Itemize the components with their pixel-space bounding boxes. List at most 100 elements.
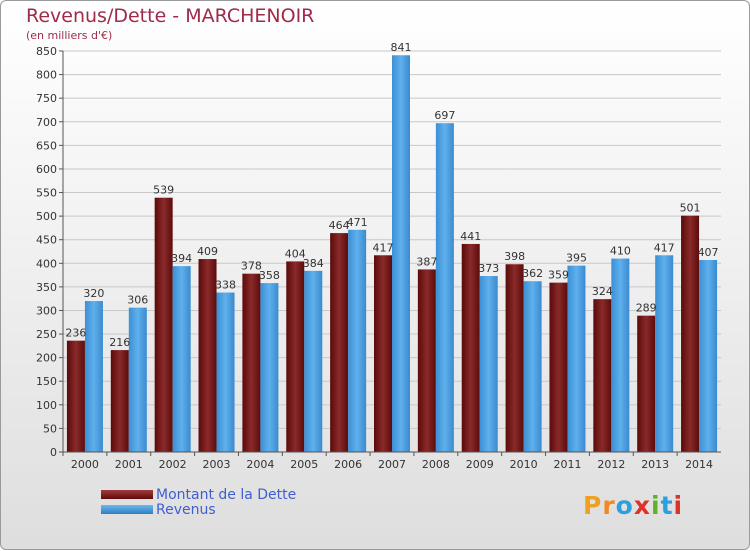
y-tick-label: 850 xyxy=(36,45,57,58)
data-label-revenus: 410 xyxy=(610,245,631,258)
logo-letter: x xyxy=(633,491,651,520)
y-tick-label: 150 xyxy=(36,375,57,388)
data-label-dette: 464 xyxy=(329,219,350,232)
x-tick-label: 2001 xyxy=(115,458,143,471)
bar-dette xyxy=(505,264,524,452)
bar-dette xyxy=(637,315,656,452)
chart-subtitle: (en milliers d'€) xyxy=(26,29,113,42)
x-tick-label: 2010 xyxy=(510,458,538,471)
data-label-dette: 324 xyxy=(592,285,613,298)
y-tick-label: 50 xyxy=(43,422,57,435)
bar-revenus xyxy=(611,258,630,452)
bar-revenus xyxy=(479,276,498,452)
bar-layer xyxy=(66,55,718,453)
bar-dette xyxy=(461,243,480,452)
y-tick-label: 750 xyxy=(36,92,57,105)
bar-revenus xyxy=(84,301,103,452)
y-tick-label: 200 xyxy=(36,352,57,365)
y-tick-label: 100 xyxy=(36,399,57,412)
bar-revenus xyxy=(523,281,542,452)
data-label-revenus: 306 xyxy=(127,294,148,307)
x-tick-label: 2014 xyxy=(685,458,713,471)
bar-dette xyxy=(286,261,305,452)
bar-revenus xyxy=(304,270,323,452)
data-label-dette: 359 xyxy=(548,269,569,282)
data-label-dette: 216 xyxy=(109,336,130,349)
legend-label-dette: Montant de la Dette xyxy=(156,487,297,503)
x-tick-label: 2008 xyxy=(422,458,450,471)
data-label-revenus: 338 xyxy=(215,279,236,292)
data-label-dette: 539 xyxy=(153,184,174,197)
y-tick-label: 400 xyxy=(36,257,57,270)
data-label-dette: 409 xyxy=(197,245,218,258)
bar-dette xyxy=(417,269,436,452)
data-label-revenus: 384 xyxy=(303,257,324,270)
bar-revenus xyxy=(216,292,235,452)
bar-revenus xyxy=(655,255,674,452)
data-label-revenus: 362 xyxy=(522,267,543,280)
logo-letter: o xyxy=(615,491,634,520)
data-label-revenus: 417 xyxy=(654,241,675,254)
axis-layer: 0 50 100 150 200 250 300 350 400 450 500 550 600 650 7… xyxy=(36,41,721,471)
x-tick-label: 2006 xyxy=(334,458,362,471)
bar-revenus xyxy=(567,265,586,452)
y-tick-label: 450 xyxy=(36,234,57,247)
x-tick-label: 2003 xyxy=(203,458,231,471)
bar-dette xyxy=(198,259,217,452)
logo-letter: P xyxy=(583,491,603,520)
x-tick-label: 2012 xyxy=(597,458,625,471)
data-label-dette: 501 xyxy=(680,202,701,215)
data-label-dette: 387 xyxy=(416,255,437,268)
bar-dette xyxy=(66,340,85,452)
logo-letter: i xyxy=(651,491,661,520)
y-tick-label: 600 xyxy=(36,163,57,176)
x-tick-label: 2009 xyxy=(466,458,494,471)
bar-revenus xyxy=(435,123,454,453)
bar-dette xyxy=(374,255,392,452)
bar-revenus xyxy=(699,259,718,452)
x-tick-label: 2007 xyxy=(378,458,406,471)
bar-dette xyxy=(330,233,349,452)
y-tick-label: 700 xyxy=(36,116,57,129)
bar-dette xyxy=(110,350,129,452)
legend-swatch-dette xyxy=(101,490,153,499)
data-label-dette: 404 xyxy=(285,247,306,260)
logo-letter: i xyxy=(673,491,684,520)
y-tick-label: 350 xyxy=(36,281,57,294)
bar-dette xyxy=(242,273,261,452)
data-label-revenus: 841 xyxy=(391,41,412,54)
logo-letter: t xyxy=(660,491,674,520)
x-tick-label: 2005 xyxy=(290,458,318,471)
y-tick-label: 800 xyxy=(36,69,57,82)
y-tick-label: 300 xyxy=(36,304,57,317)
data-label-dette: 289 xyxy=(636,302,657,315)
data-label-revenus: 697 xyxy=(434,109,455,122)
bar-revenus xyxy=(348,229,367,452)
logo-letter: r xyxy=(602,491,616,520)
bar-dette xyxy=(681,215,700,452)
data-label-dette: 417 xyxy=(373,241,394,254)
y-tick-label: 550 xyxy=(36,187,57,200)
data-label-revenus: 394 xyxy=(171,252,192,265)
data-label-revenus: 471 xyxy=(347,216,368,229)
bar-dette xyxy=(154,197,173,452)
x-tick-label: 2013 xyxy=(641,458,669,471)
chart-title: Revenus/Dette - MARCHENOIR xyxy=(26,5,315,27)
y-tick-label: 0 xyxy=(50,446,57,459)
bar-revenus xyxy=(260,283,279,452)
legend-label-revenus: Revenus xyxy=(156,502,216,518)
data-label-dette: 236 xyxy=(65,327,86,340)
data-label-revenus: 320 xyxy=(83,287,104,300)
bar-revenus xyxy=(172,266,191,452)
data-label-revenus: 358 xyxy=(259,269,280,282)
bar-dette xyxy=(549,282,568,452)
x-tick-label: 2002 xyxy=(159,458,187,471)
y-tick-label: 650 xyxy=(36,139,57,152)
x-tick-label: 2004 xyxy=(246,458,274,471)
y-tick-label: 500 xyxy=(36,210,57,223)
bar-revenus xyxy=(128,307,147,452)
y-tick-label: 250 xyxy=(36,328,57,341)
data-label-revenus: 407 xyxy=(698,246,719,259)
